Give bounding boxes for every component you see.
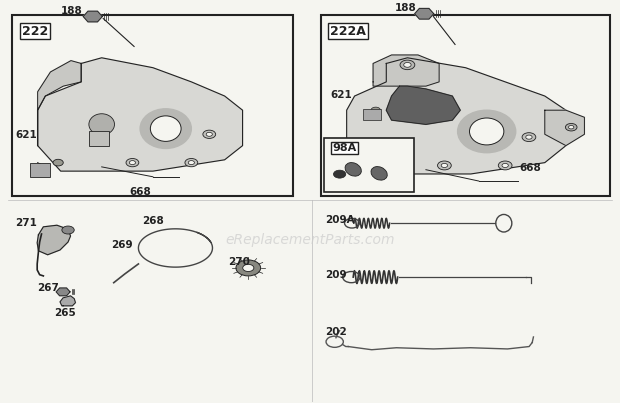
Text: 268: 268 (142, 216, 164, 226)
Polygon shape (38, 60, 81, 145)
Circle shape (441, 163, 448, 168)
Circle shape (569, 125, 574, 129)
Bar (363, 109, 381, 120)
Text: 270: 270 (229, 257, 250, 267)
Polygon shape (386, 86, 460, 125)
Polygon shape (38, 58, 242, 171)
Text: 269: 269 (111, 240, 133, 250)
Circle shape (526, 135, 532, 139)
Text: 222A: 222A (330, 25, 366, 37)
Circle shape (565, 123, 577, 131)
Bar (12, 15, 293, 196)
Text: 621: 621 (15, 130, 37, 140)
Circle shape (242, 264, 254, 272)
Circle shape (334, 170, 346, 178)
Polygon shape (56, 288, 70, 296)
Text: 621: 621 (330, 90, 352, 100)
Ellipse shape (89, 114, 115, 135)
Polygon shape (37, 225, 71, 255)
Bar (324, 138, 414, 192)
Circle shape (400, 60, 415, 70)
Polygon shape (415, 8, 434, 19)
Text: 271: 271 (15, 218, 37, 228)
Circle shape (62, 226, 74, 234)
Polygon shape (373, 55, 439, 86)
Circle shape (498, 161, 512, 170)
Text: 188: 188 (61, 6, 82, 16)
Polygon shape (60, 296, 76, 306)
Circle shape (188, 161, 195, 164)
Circle shape (53, 159, 63, 166)
Text: 188: 188 (394, 3, 416, 13)
Circle shape (371, 107, 381, 113)
Circle shape (522, 133, 536, 141)
Text: 668: 668 (130, 187, 151, 197)
Ellipse shape (458, 110, 516, 153)
Text: 265: 265 (54, 308, 76, 318)
Text: 202: 202 (326, 326, 347, 337)
Circle shape (404, 62, 411, 67)
Bar (321, 15, 610, 196)
Circle shape (206, 132, 212, 136)
Ellipse shape (140, 109, 192, 148)
Text: 98A: 98A (332, 143, 356, 153)
Text: eReplacementParts.com: eReplacementParts.com (225, 233, 395, 247)
Polygon shape (83, 11, 102, 22)
Circle shape (130, 161, 136, 164)
Ellipse shape (151, 116, 181, 141)
Text: 267: 267 (37, 283, 59, 293)
Ellipse shape (469, 118, 504, 145)
Text: 209: 209 (326, 270, 347, 280)
Text: 668: 668 (520, 163, 542, 173)
Circle shape (203, 130, 216, 138)
Ellipse shape (345, 162, 361, 176)
Ellipse shape (371, 166, 388, 180)
Text: 222: 222 (22, 25, 48, 37)
Circle shape (185, 158, 198, 167)
Polygon shape (347, 58, 566, 174)
Circle shape (502, 163, 508, 168)
Text: 209A: 209A (326, 215, 355, 225)
Circle shape (126, 158, 139, 167)
Bar (89, 131, 109, 145)
Circle shape (438, 161, 451, 170)
Polygon shape (545, 110, 585, 145)
Circle shape (236, 260, 260, 276)
Bar (30, 163, 50, 177)
